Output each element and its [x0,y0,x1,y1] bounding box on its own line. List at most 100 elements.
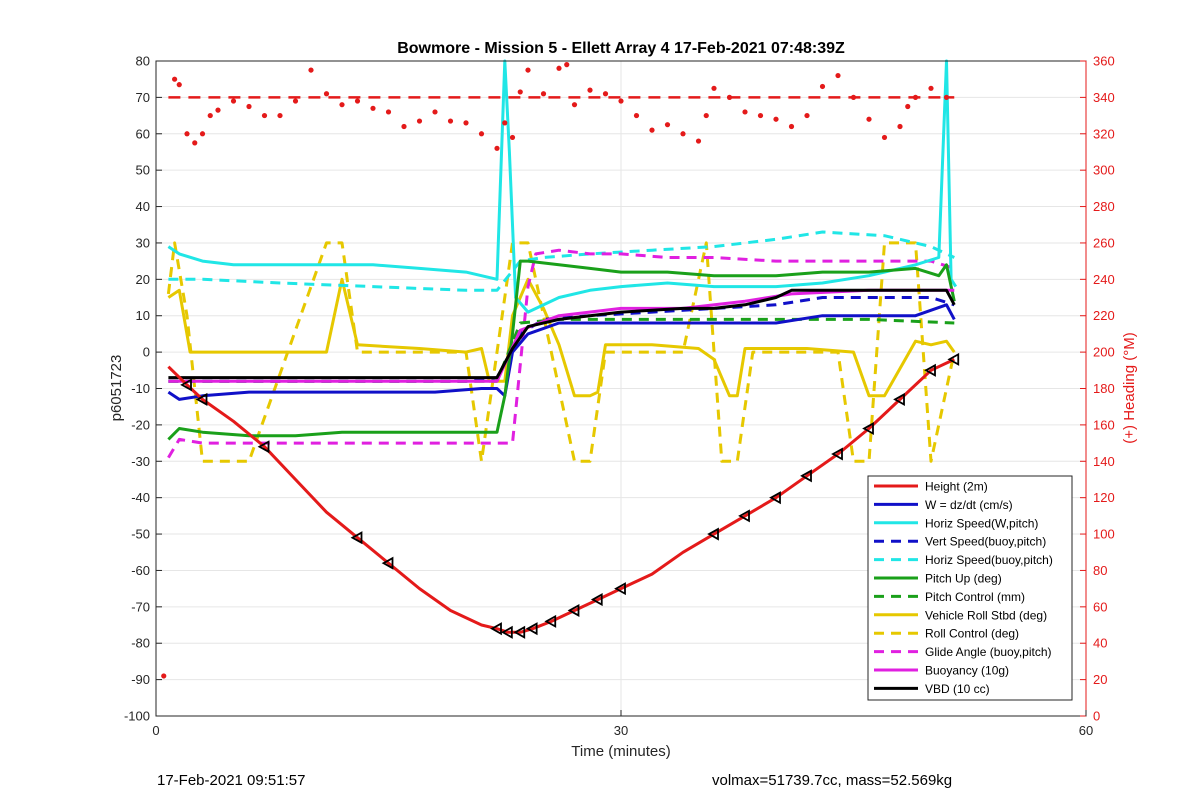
chart-title: Bowmore - Mission 5 - Ellett Array 4 17-… [397,40,845,57]
heading-dot [649,127,655,133]
heading-dot [509,134,516,141]
heading-dot [804,112,810,119]
y-axis-label: p6051723 [108,355,125,422]
triangle-marker [513,625,526,639]
heading-dot [897,123,903,130]
heading-dot [866,116,872,122]
y-right-tick-label: 260 [1093,235,1115,250]
y-right-tick-label: 180 [1093,381,1115,396]
y-right-tick-label: 320 [1093,126,1115,141]
y-tick-label: 80 [136,54,150,69]
legend: Height (2m) W = dz/dt (cm/s) Horiz Speed(W… [867,475,1073,701]
heading-dot [587,87,593,93]
heading-dot [928,85,934,91]
heading-dot [401,123,407,130]
heading-dot [703,112,709,119]
series-line [167,259,956,441]
triangle-marker [567,603,580,618]
heading-dot [277,112,283,119]
heading-dot [664,122,671,128]
heading-dot [215,107,221,113]
y-tick-label: 10 [136,308,150,323]
y-tick-label: -50 [131,527,150,542]
heading-dot [618,98,624,104]
legend-label: W = dz/dt (cm/s) [925,498,1013,512]
legend-label: Buoyancy (10g) [925,664,1009,678]
heading-dot [711,85,717,91]
heading-dot [726,94,733,100]
series-layer [161,59,958,679]
y-right-tick-label: 360 [1093,54,1115,69]
legend-label: Roll Control (deg) [925,627,1019,641]
y-tick-label: -60 [131,563,150,578]
legend-label: Pitch Control (mm) [925,590,1025,604]
triangle-marker [525,622,538,636]
heading-dot [905,103,911,110]
series-line [167,358,955,634]
heading-dot [556,65,562,71]
legend-label: Pitch Up (deg) [925,572,1002,586]
triangle-marker [544,614,557,628]
heading-dot [788,123,795,130]
x-tick-label: 0 [152,723,159,738]
triangle-marker [800,469,812,483]
y-right-tick-label: 160 [1093,417,1115,432]
triangle-marker [924,363,936,377]
series-line [167,277,956,398]
y-right-tick-label: 280 [1093,199,1115,214]
gridlines [156,61,1086,716]
y-right-tick-label: 80 [1093,563,1107,578]
left-axis-ticks: -100-90-80-70-60-50-40-30-20-10010203040… [124,54,162,724]
heading-dot [432,109,438,115]
triangle-marker [490,622,502,636]
heading-dot [261,112,268,119]
legend-label: Height (2m) [925,480,988,494]
heading-dot [742,109,748,115]
y-right-tick-label: 120 [1093,490,1115,505]
legend-label: Glide Angle (buoy,pitch) [925,645,1052,659]
heading-dot [463,120,469,126]
triangle-marker [500,625,513,639]
legend-label: Vehicle Roll Stbd (deg) [925,608,1047,622]
heading-dot [478,131,485,137]
black-triangle-markers [180,352,960,639]
heading-dot [230,98,237,104]
y-right-tick-label: 60 [1093,599,1107,614]
series-line [167,303,956,401]
legend-box [867,475,1073,701]
heading-dot [564,62,570,68]
heading-dot [339,102,345,108]
y-tick-label: 50 [136,163,150,178]
heading-dot [757,112,764,119]
series-line [168,288,956,380]
y-tick-label: 0 [143,345,150,360]
triangle-marker [257,440,270,454]
heading-dot [292,98,299,104]
heading-dot [494,145,500,151]
heading-dot [161,673,167,679]
heading-dot [416,118,423,124]
heading-dot [176,82,182,88]
heading-dot [525,67,531,73]
y-right-tick-label: 40 [1093,636,1107,651]
y-tick-label: 60 [136,126,150,141]
triangle-marker [180,378,192,392]
heading-dot [850,94,857,100]
heading-dot [184,131,190,137]
footer-vehicle-info: volmax=51739.7cc, mass=52.569kg [712,772,953,789]
triangle-marker [195,392,208,406]
legend-label: Vert Speed(buoy,pitch) [925,535,1046,549]
bottom-axis-ticks: 0 30 60 [152,710,1093,738]
x-tick-label: 60 [1079,723,1093,738]
heading-dot [517,89,523,95]
triangle-marker [862,421,874,436]
heading-dot [502,120,508,126]
y-right-tick-label: 220 [1093,308,1115,323]
y-tick-label: -10 [131,381,150,396]
heading-dot [680,131,686,137]
heading-dot [773,116,779,122]
heading-dot [447,118,454,124]
triangle-marker [707,527,719,541]
series-line [168,288,955,383]
